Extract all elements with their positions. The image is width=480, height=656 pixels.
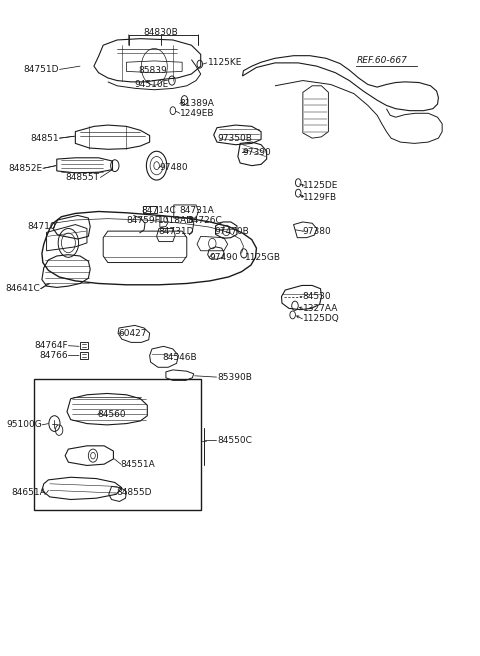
Text: 84546B: 84546B: [163, 353, 197, 362]
Text: 84551A: 84551A: [121, 460, 156, 468]
Text: 1018AD: 1018AD: [158, 216, 194, 225]
Text: 95100G: 95100G: [6, 420, 42, 430]
Text: 1129FB: 1129FB: [303, 193, 337, 201]
Text: 84759F: 84759F: [126, 216, 160, 225]
Bar: [34, 379, 201, 510]
Text: 60427: 60427: [118, 329, 146, 338]
Text: 1327AA: 1327AA: [303, 304, 338, 313]
Text: 84852E: 84852E: [9, 164, 43, 173]
Text: 84726C: 84726C: [188, 216, 222, 225]
Text: 97350B: 97350B: [217, 134, 252, 142]
Text: 85839: 85839: [138, 66, 167, 75]
Text: 84641C: 84641C: [6, 284, 40, 293]
Text: 1125DE: 1125DE: [303, 181, 338, 190]
Text: 84530: 84530: [302, 292, 331, 301]
Text: 84766: 84766: [40, 351, 68, 360]
Text: 84851: 84851: [30, 134, 59, 142]
Text: 97470B: 97470B: [215, 226, 250, 236]
Text: 84714C: 84714C: [141, 206, 176, 215]
Text: 84651A: 84651A: [12, 489, 47, 497]
Text: 81389A: 81389A: [180, 99, 215, 108]
Text: 1125DQ: 1125DQ: [303, 314, 340, 323]
Text: 97490: 97490: [209, 253, 238, 262]
Text: 97380: 97380: [303, 226, 332, 236]
Text: 1125KE: 1125KE: [208, 58, 242, 68]
Text: 84830B: 84830B: [144, 28, 179, 37]
Text: 1249EB: 1249EB: [180, 109, 214, 118]
Text: 97480: 97480: [159, 163, 188, 172]
Text: 84855T: 84855T: [65, 173, 99, 182]
Text: 84751D: 84751D: [24, 65, 59, 74]
Text: 85390B: 85390B: [217, 373, 252, 382]
Text: 84550C: 84550C: [217, 436, 252, 445]
Text: 84731D: 84731D: [158, 227, 193, 236]
Text: 97390: 97390: [242, 148, 271, 157]
Text: 94510E: 94510E: [135, 80, 169, 89]
Text: REF.60-667: REF.60-667: [356, 56, 407, 66]
Text: 84764F: 84764F: [35, 341, 68, 350]
Text: 84855D: 84855D: [116, 489, 152, 497]
Text: 84560: 84560: [97, 410, 126, 419]
Text: 84710: 84710: [27, 222, 56, 231]
Text: 1125GB: 1125GB: [245, 253, 281, 262]
Text: 84731A: 84731A: [180, 206, 215, 215]
